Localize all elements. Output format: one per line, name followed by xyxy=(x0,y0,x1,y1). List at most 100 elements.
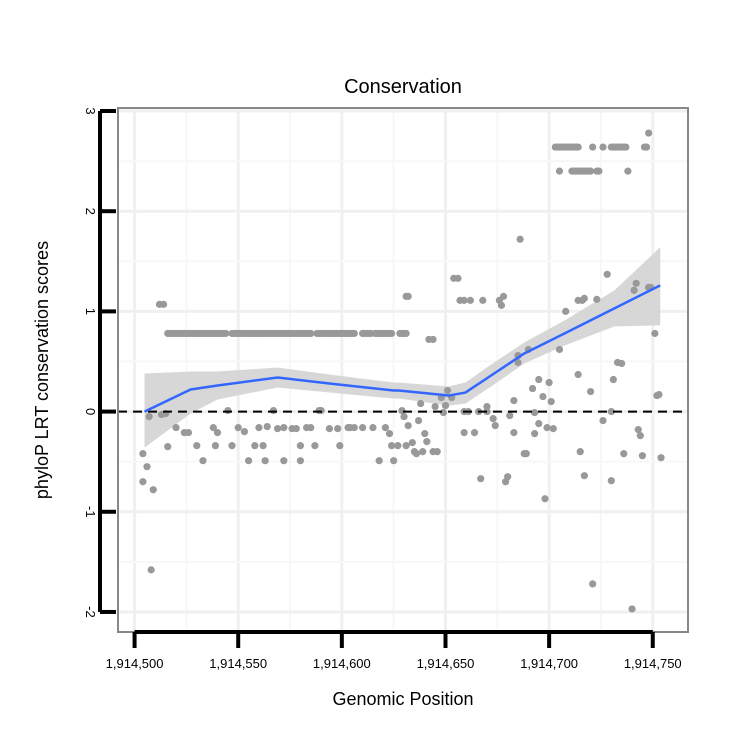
x-axis-label: Genomic Position xyxy=(332,689,473,709)
data-point xyxy=(580,472,588,480)
axes: 1,914,500 1,914,550 1,914,600 1,914,650 1,91… xyxy=(83,107,682,671)
data-point xyxy=(400,412,408,421)
data-point xyxy=(417,399,425,408)
data-point xyxy=(404,292,412,300)
data-point xyxy=(244,457,253,465)
data-point xyxy=(535,375,543,384)
data-point xyxy=(622,143,630,151)
data-point xyxy=(531,408,539,417)
data-point xyxy=(307,424,315,432)
data-point xyxy=(645,129,653,137)
data-point xyxy=(263,423,271,431)
data-point xyxy=(325,425,334,433)
data-point xyxy=(251,442,259,450)
data-point xyxy=(274,425,282,433)
data-point xyxy=(292,425,300,433)
smooth-fit-line xyxy=(143,284,661,413)
data-point xyxy=(586,387,595,396)
data-point xyxy=(514,358,522,367)
data-point xyxy=(618,359,626,368)
data-point xyxy=(211,442,220,450)
data-point xyxy=(443,386,452,395)
data-point xyxy=(555,167,564,175)
data-point xyxy=(593,295,601,303)
data-point xyxy=(599,143,607,151)
data-point xyxy=(381,424,389,432)
data-point xyxy=(628,605,636,613)
data-point xyxy=(470,429,479,437)
data-point xyxy=(280,457,288,465)
data-point xyxy=(547,397,555,406)
data-point xyxy=(336,442,344,450)
smooth-line-group xyxy=(143,284,661,413)
data-point xyxy=(630,286,638,294)
data-point xyxy=(143,463,151,471)
data-point xyxy=(499,292,508,300)
data-point xyxy=(609,375,617,384)
data-point xyxy=(541,495,549,503)
data-point xyxy=(388,329,396,338)
data-point xyxy=(147,566,155,574)
data-point xyxy=(412,450,421,458)
data-point xyxy=(510,396,518,405)
data-point xyxy=(414,416,423,425)
data-point xyxy=(234,424,242,432)
x-tick-label: 1,914,700 xyxy=(520,656,578,671)
data-point xyxy=(634,426,642,434)
data-point xyxy=(574,370,582,379)
data-point xyxy=(145,412,153,421)
data-point xyxy=(657,454,665,462)
data-point xyxy=(483,402,491,411)
data-point xyxy=(439,408,448,417)
data-point xyxy=(296,442,304,450)
data-point xyxy=(466,296,474,304)
data-point xyxy=(394,442,402,450)
data-point xyxy=(419,448,427,456)
data-point xyxy=(423,438,431,446)
data-point xyxy=(311,442,319,450)
data-point xyxy=(603,270,611,278)
y-axis-label: phyloP LRT conservation scores xyxy=(32,241,52,499)
data-point xyxy=(213,429,222,437)
data-point xyxy=(522,450,530,458)
data-point xyxy=(528,384,537,393)
y-tick-label: 0 xyxy=(83,408,98,415)
data-point xyxy=(655,390,663,399)
data-point xyxy=(638,452,647,460)
data-point xyxy=(307,329,315,338)
data-point xyxy=(421,430,429,438)
data-point xyxy=(491,422,499,430)
chart-title: Conservation xyxy=(344,76,462,98)
data-point xyxy=(160,300,168,308)
data-point xyxy=(199,457,207,465)
data-point xyxy=(259,442,267,450)
data-point xyxy=(193,442,201,450)
data-point xyxy=(624,167,632,175)
data-point xyxy=(149,486,157,494)
y-tick-label: 2 xyxy=(83,208,98,215)
data-point xyxy=(317,406,325,415)
data-point xyxy=(184,429,193,437)
data-point xyxy=(545,378,553,387)
data-point xyxy=(400,329,408,338)
data-point xyxy=(390,457,398,465)
data-point xyxy=(580,294,588,302)
data-point xyxy=(607,477,615,485)
data-point xyxy=(642,143,651,151)
data-point xyxy=(460,429,468,437)
data-point xyxy=(651,329,659,338)
data-point xyxy=(562,307,570,315)
data-point xyxy=(441,401,450,410)
points-group xyxy=(139,129,665,613)
data-point xyxy=(543,424,551,432)
data-point xyxy=(497,301,506,309)
data-point xyxy=(510,429,518,437)
data-point xyxy=(549,425,557,433)
y-tick-label: -1 xyxy=(83,506,98,518)
data-point xyxy=(408,439,416,447)
data-point xyxy=(224,406,232,415)
data-point xyxy=(388,442,396,450)
data-point xyxy=(228,442,236,450)
data-point xyxy=(240,428,249,436)
